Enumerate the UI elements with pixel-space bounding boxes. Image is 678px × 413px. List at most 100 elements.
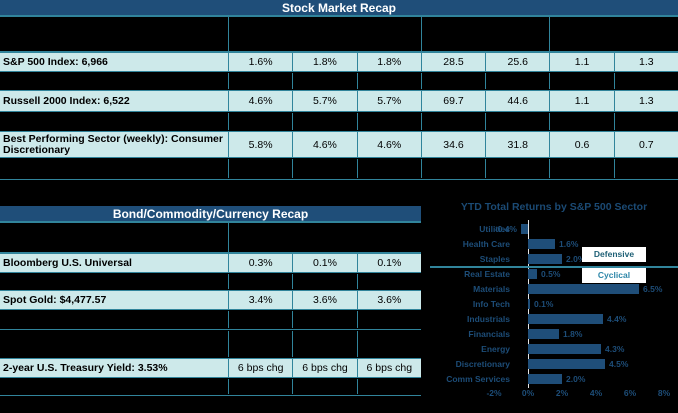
gap-cell — [420, 159, 485, 178]
table-row: Russell 2000 Index: 6,522 4.6% 5.7% 5.7% 69.… — [0, 90, 678, 112]
gap-cell — [613, 159, 678, 178]
gap-cell — [228, 379, 292, 394]
cell-value: 5.8% — [228, 132, 292, 157]
cell-value: 3.6% — [356, 291, 421, 309]
bar-value-label: 4.3% — [605, 344, 625, 354]
cell-value: 25.6 — [485, 53, 549, 71]
category-label: Info Tech — [472, 299, 510, 309]
row-label: Best Performing Sector (weekly): Consume… — [3, 132, 223, 156]
bar — [528, 284, 639, 294]
header-underline — [0, 51, 678, 52]
cyclical-callout: Cyclical — [582, 268, 646, 283]
gap-cell — [485, 73, 549, 89]
cell-value: 31.8 — [485, 132, 549, 157]
axis-tick: 2% — [555, 388, 569, 398]
cell-value: 6 bps chg — [356, 359, 421, 377]
bar-value-label: 6.5% — [643, 284, 663, 294]
table-row: S&P 500 Index: 6,966 1.6% 1.8% 1.8% 28.5 25.6… — [0, 52, 678, 72]
cell-value: 1.8% — [292, 53, 356, 71]
gap-cell — [292, 379, 356, 394]
bar-value-label: 0.1% — [534, 299, 554, 309]
cell-value: 1.3 — [613, 53, 678, 71]
bar-value-label: 2.0% — [566, 254, 586, 264]
cell-value: 1.6% — [228, 53, 292, 71]
category-label: Materials — [473, 284, 510, 294]
cell-value: 4.6% — [356, 132, 421, 157]
cell-value: 0.3% — [228, 254, 292, 272]
gap-cell — [292, 331, 356, 357]
bar — [528, 359, 605, 369]
gap-cell — [356, 379, 421, 394]
cell-value: 5.7% — [292, 91, 356, 111]
cell-value: 6 bps chg — [228, 359, 292, 377]
cell-value: 4.6% — [228, 91, 292, 111]
gap-cell — [356, 311, 421, 328]
gap-cell — [549, 73, 613, 89]
column-header-cell — [549, 17, 678, 51]
category-label: Energy — [481, 344, 510, 354]
cell-value: 6 bps chg — [292, 359, 356, 377]
bar — [528, 239, 555, 249]
bar-value-label: -0.4% — [494, 224, 517, 234]
defensive-callout: Defensive — [582, 247, 646, 262]
stock-recap-header: Stock Market Recap — [0, 0, 678, 17]
gap-cell — [228, 274, 292, 289]
category-label: Health Care — [462, 239, 510, 249]
category-label: Comm Services — [446, 374, 510, 384]
gap-cell — [420, 73, 485, 89]
bar — [521, 224, 528, 234]
axis-tick: 6% — [623, 388, 637, 398]
row-label: Bloomberg U.S. Universal — [3, 256, 132, 269]
gap-cell — [485, 113, 549, 130]
row-label: Spot Gold: $4,477.57 — [3, 293, 107, 306]
bar — [528, 314, 603, 324]
gap-cell — [420, 113, 485, 130]
bar — [528, 269, 537, 279]
table-row: Spot Gold: $4,477.57 3.4% 3.6% 3.6% — [0, 290, 421, 310]
cell-value: 1.3 — [613, 91, 678, 111]
gap-cell — [228, 159, 292, 178]
category-label: Financials — [468, 329, 510, 339]
cell-value: 69.7 — [420, 91, 485, 111]
bar — [528, 254, 562, 264]
category-label: Real Estate — [464, 269, 510, 279]
gap-cell — [292, 311, 356, 328]
cell-value: 0.7 — [613, 132, 678, 157]
cell-value: 1.1 — [549, 91, 613, 111]
row-label: 2-year U.S. Treasury Yield: 3.53% — [3, 361, 168, 374]
gap-cell — [292, 159, 356, 178]
defensive-cyclical-divider — [430, 266, 678, 268]
column-header-cell — [228, 223, 421, 252]
category-label: Staples — [479, 254, 510, 264]
bar-value-label: 0.5% — [541, 269, 561, 279]
table-rule — [0, 179, 678, 180]
cell-value: 44.6 — [485, 91, 549, 111]
row-gap-band — [228, 274, 421, 289]
gap-cell — [356, 331, 421, 357]
gap-cell — [228, 311, 292, 328]
table-row: Bloomberg U.S. Universal 0.3% 0.1% 0.1% — [0, 253, 421, 273]
gap-cell — [356, 113, 421, 130]
bar-value-label: 2.0% — [566, 374, 586, 384]
row-label: S&P 500 Index: 6,966 — [3, 55, 108, 68]
gap-cell — [292, 274, 356, 289]
table-row: Best Performing Sector (weekly): Consume… — [0, 131, 678, 158]
cell-value: 4.6% — [292, 132, 356, 157]
gap-cell — [613, 113, 678, 130]
bond-recap-header: Bond/Commodity/Currency Recap — [0, 206, 421, 223]
cell-value: 1.8% — [356, 53, 421, 71]
cell-value: 28.5 — [420, 53, 485, 71]
bar — [528, 299, 530, 309]
gap-cell — [356, 159, 421, 178]
column-header-cell — [420, 17, 550, 51]
gap-cell — [228, 331, 292, 357]
column-header-cell — [228, 17, 421, 51]
axis-tick: 4% — [589, 388, 603, 398]
row-gap-band — [228, 113, 678, 130]
column-header-band — [228, 17, 678, 51]
axis-tick: -2% — [486, 388, 502, 398]
row-gap-band — [228, 73, 678, 89]
cell-value: 34.6 — [420, 132, 485, 157]
row-label: Russell 2000 Index: 6,522 — [3, 94, 130, 107]
